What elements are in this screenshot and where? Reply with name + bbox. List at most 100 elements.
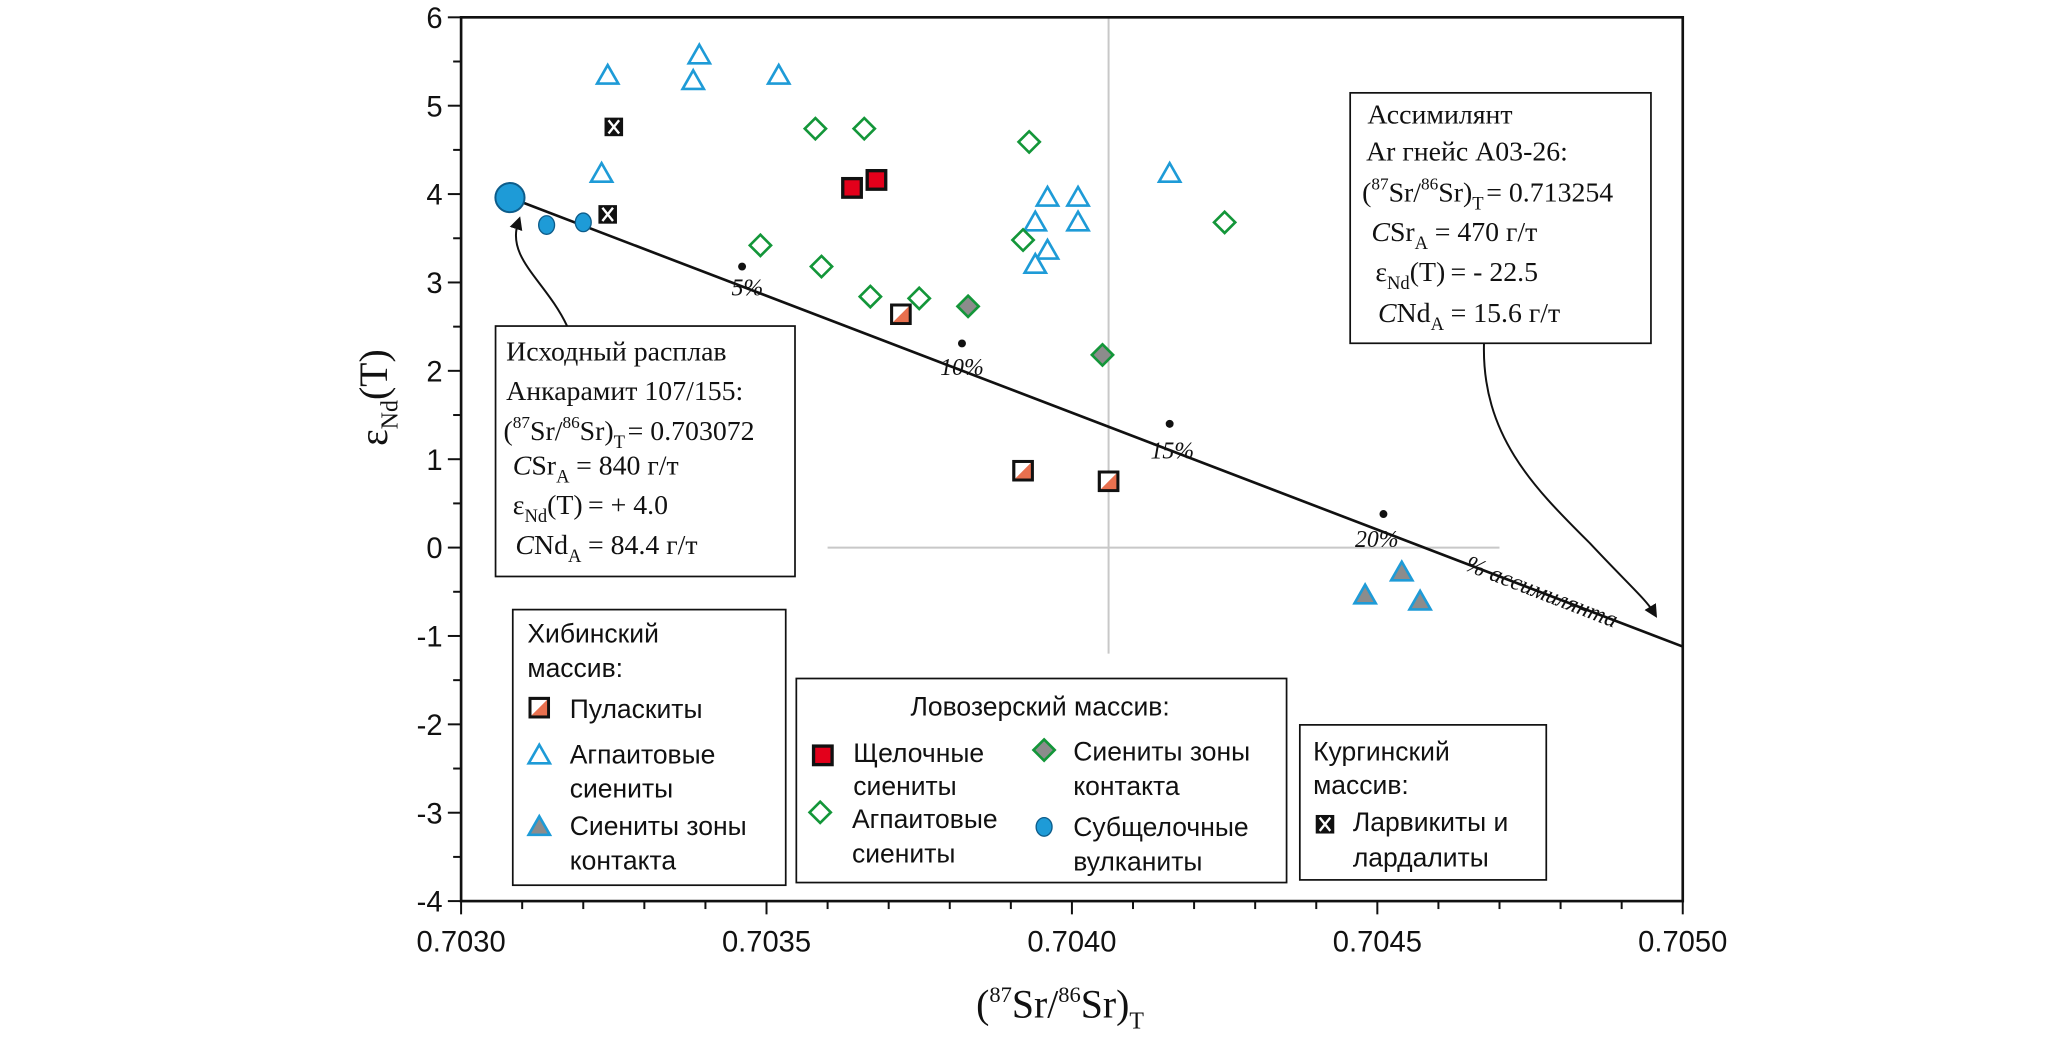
legend-lovozero: Ловозерский массив: Щелочные сиениты Агп…: [795, 677, 1288, 884]
open-diamond-icon: [747, 232, 773, 258]
svg-text:CNdA= 84.4 г/т: CNdA = 84.4 г/т: [515, 530, 697, 567]
open-triangle-icon: [1034, 184, 1061, 207]
svg-text:массив:: массив:: [527, 653, 623, 683]
data-point-open-triangle: [594, 62, 621, 85]
mixing-mark-point: [1379, 510, 1388, 518]
filled-diamond-icon: [1031, 737, 1057, 763]
svg-text:εNd(T)= + 4.0: εNd(T) = + 4.0: [513, 490, 668, 527]
reference-lines: [827, 17, 1500, 654]
open-triangle-icon: [1065, 184, 1091, 207]
data-point-open-triangle: [1022, 251, 1049, 275]
svg-text:εNd(T)= - 22.5: εNd(T) = - 22.5: [1375, 257, 1538, 294]
open-triangle-icon: [765, 62, 792, 85]
data-point-open-diamond: [851, 116, 877, 142]
y-tick-label: -2: [417, 710, 443, 742]
data-point-open-triangle: [1034, 184, 1061, 207]
data-point-open-triangle: [1034, 237, 1061, 260]
svg-text:(87Sr/86Sr)T= 0.713254: (87Sr/86Sr)T = 0.713254: [1362, 175, 1613, 215]
svg-text:Кургинский: Кургинский: [1313, 737, 1450, 767]
svg-text:Сиениты зоны: Сиениты зоны: [1073, 737, 1250, 767]
y-tick-label: 3: [426, 268, 442, 300]
open-diamond-icon: [807, 799, 833, 825]
data-point-open-diamond: [906, 285, 932, 311]
legend-marker-larvikite: [1315, 814, 1335, 834]
half-fill: [1013, 461, 1033, 480]
svg-text:Пуласкиты: Пуласкиты: [570, 694, 703, 724]
svg-text:Агпаитовые: Агпаитовые: [852, 804, 998, 834]
open-triangle-icon: [686, 42, 713, 65]
legend-marker-contact: [526, 813, 553, 837]
mixing-mark-label: 10%: [940, 355, 984, 381]
data-point-gray-triangle: [1352, 582, 1379, 605]
initial-melt-annotation: Исходный расплав Анкарамит 107/155: (87S…: [494, 325, 796, 578]
svg-text:(87Sr/86Sr)T= 0.703072: (87Sr/86Sr)T = 0.703072: [504, 413, 755, 453]
legend-marker-agpaitic: [526, 742, 553, 765]
open-triangle-icon: [594, 62, 621, 85]
svg-text:Ассимилянт: Ассимилянт: [1367, 99, 1512, 130]
y-tick-label: 0: [426, 533, 442, 565]
svg-text:Анкарамит 107/155:: Анкарамит 107/155:: [506, 376, 743, 407]
data-point-open-triangle: [765, 62, 792, 85]
svg-text:массив:: массив:: [1313, 770, 1409, 800]
data-point-open-diamond: [1212, 209, 1238, 235]
data-point-open-diamond: [1016, 129, 1042, 155]
open-diamond-icon: [851, 116, 877, 142]
y-tick-label: -1: [417, 622, 443, 654]
svg-text:сиениты: сиениты: [853, 771, 956, 801]
data-point-blue-circle: [574, 212, 592, 233]
circle-icon: [1035, 816, 1053, 837]
filled-square-icon: [865, 169, 888, 191]
svg-text:Щелочные: Щелочные: [853, 738, 984, 768]
open-triangle-icon: [1022, 209, 1049, 232]
square-outline: [1012, 459, 1034, 482]
x-tick-label: 0.7030: [417, 926, 506, 958]
svg-text:Ловозерский массив:: Ловозерский массив:: [911, 692, 1170, 722]
open-triangle-icon: [1022, 251, 1049, 275]
y-tick-label: 2: [426, 356, 442, 388]
data-point-red-square: [865, 169, 888, 191]
data-point-gray-triangle: [1388, 559, 1415, 582]
y-tick-label: 1: [426, 445, 442, 477]
x-mark: [607, 119, 621, 135]
data-point-open-triangle: [1065, 184, 1091, 207]
half-fill: [891, 304, 911, 324]
y-axis-label: εNd(T): [352, 349, 404, 446]
svg-text:Ларвикиты и: Ларвикиты и: [1353, 807, 1509, 837]
data-point-blue-circle: [538, 215, 556, 235]
open-diamond-icon: [802, 116, 828, 142]
data-point-open-diamond: [1010, 227, 1036, 253]
svg-text:контакта: контакта: [1073, 771, 1180, 801]
svg-text:лардалиты: лардалиты: [1353, 843, 1489, 873]
data-point-open-triangle: [1022, 209, 1049, 232]
data-point-pulaskite-square: [890, 303, 912, 326]
y-tick-label: 5: [426, 91, 442, 123]
y-tick-label: 6: [426, 3, 442, 35]
open-diamond-icon: [857, 284, 883, 310]
y-tick-label: -3: [417, 798, 443, 830]
mixing-mark-point: [958, 339, 966, 348]
initial-melt-point: [494, 182, 526, 214]
x-mark: [601, 207, 614, 222]
data-point-gray-triangle: [1407, 588, 1433, 611]
assimilant-annotation: Ассимилянт Ar гнейс А03-26: (87Sr/86Sr)T…: [1349, 91, 1652, 345]
svg-text:Исходный расплав: Исходный расплав: [506, 337, 726, 368]
x-mark: [1318, 816, 1332, 832]
data-point-open-triangle: [1156, 160, 1183, 184]
data-points: [494, 42, 1433, 611]
filled-triangle-icon: [1352, 582, 1379, 605]
svg-text:сиениты: сиениты: [570, 774, 673, 804]
open-diamond-icon: [1016, 129, 1042, 155]
filled-square-icon: [811, 744, 834, 767]
svg-text:Ar гнейс А03-26:: Ar гнейс А03-26:: [1366, 136, 1568, 167]
filled-square-icon: [841, 176, 863, 199]
data-point-open-triangle: [1065, 209, 1091, 232]
mixing-mark-label: 15%: [1150, 438, 1194, 464]
filled-triangle-icon: [1388, 559, 1415, 582]
svg-text:Агпаитовые: Агпаитовые: [570, 739, 716, 769]
open-triangle-icon: [1065, 209, 1091, 232]
svg-text:CSrA= 470 г/т: CSrA = 470 г/т: [1371, 217, 1537, 254]
y-tick-label: -4: [417, 887, 443, 919]
axis-ticks: [447, 16, 1684, 915]
svg-text:CNdA= 15.6 г/т: CNdA = 15.6 г/т: [1378, 298, 1560, 335]
mixing-line-path: [509, 196, 1684, 648]
